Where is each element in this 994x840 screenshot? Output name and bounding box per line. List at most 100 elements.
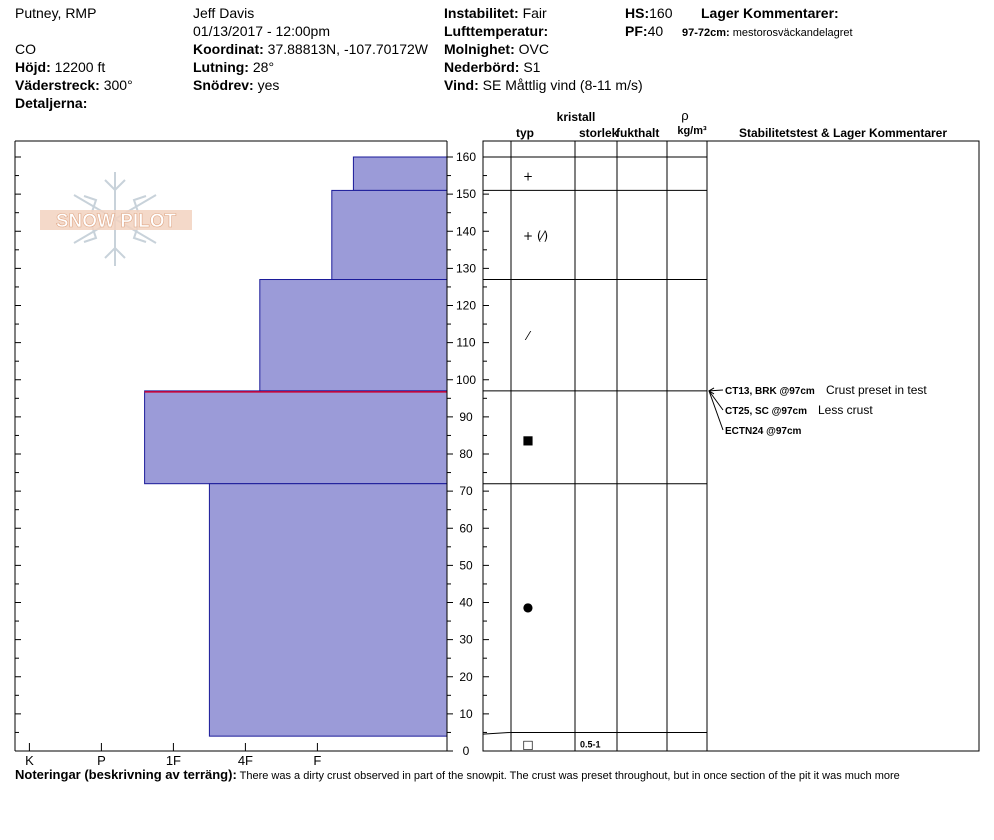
coord-label: Koordinat:	[193, 41, 264, 57]
y-tick-label-20: 20	[459, 670, 473, 684]
y-tick-label-30: 30	[459, 633, 473, 647]
sky-value: OVC	[518, 41, 549, 57]
air-temp: Lufttemperatur:	[444, 23, 548, 39]
col-moisture: fukthalt	[616, 126, 659, 140]
test-arrow-1	[708, 390, 724, 411]
hardness-layer-4	[208, 483, 448, 737]
airtemp-label: Lufttemperatur:	[444, 23, 549, 39]
hardness-layer-3	[144, 390, 448, 485]
y-tick-label-40: 40	[459, 596, 473, 610]
logo-band	[40, 210, 192, 230]
elevation-value: 12200 ft	[54, 59, 106, 75]
snowpilot-logo: SNOW PILOT	[40, 172, 192, 266]
column-headers: kristall typ storlek fukthalt ρ kg/m³ St…	[516, 108, 947, 140]
slope-value: 28°	[252, 59, 275, 75]
grain-table: + + (⁄) ⁄ ■ ● □ 0.5-1	[482, 156, 707, 752]
state: CO	[15, 41, 36, 57]
notes-label: Noteringar (beskrivning av terräng):	[15, 767, 237, 782]
coord-value: 37.88813N, -107.70172W	[267, 41, 428, 57]
grain-symbol-3: ■	[522, 433, 533, 447]
test-label-1: CT25, SC @97cm	[725, 406, 807, 417]
wind-value: SE Måttlig vind (8-11 m/s)	[482, 77, 643, 93]
sky: Molnighet: OVC	[444, 41, 549, 57]
layer-comment-range: 97-72cm:	[682, 27, 730, 39]
hs-label: HS:	[625, 5, 650, 21]
hs-value: 160	[649, 5, 673, 21]
arrow-head-icon	[708, 387, 715, 395]
connector-5	[482, 731, 512, 735]
layer-comment: 97-72cm: mestorosväckandelagret	[682, 25, 853, 41]
snow-profile-chart: SNOW PILOT 0 10 20 30 40 50 60 70 80 90 100 110 120 1…	[14, 108, 980, 765]
drift: Snödrev: yes	[193, 77, 279, 93]
grain-symbol-0: +	[523, 170, 533, 184]
test-comment-1: Less crust	[818, 403, 873, 417]
x-tick-label-F: F	[313, 753, 321, 765]
test-label-2: ECTN24 @97cm	[725, 426, 802, 437]
details: Detaljerna:	[15, 95, 87, 111]
sky-label: Molnighet:	[444, 41, 515, 57]
x-tick-label-P: P	[97, 753, 106, 765]
hardness-layer-1	[331, 189, 448, 281]
pf: PF:40	[625, 23, 663, 39]
aspect-label: Väderstreck:	[15, 77, 100, 93]
grain-size-0: 0.5-1	[580, 740, 601, 750]
test-arrow-2	[708, 390, 724, 431]
y-tick-label-130: 130	[456, 261, 476, 275]
pf-value: 40	[647, 23, 664, 39]
pf-label: PF:	[625, 23, 648, 39]
grain-symbol-4: ●	[523, 600, 533, 614]
precip: Nederbörd: S1	[444, 59, 540, 75]
wind-label: Vind:	[444, 77, 479, 93]
y-tick-label-150: 150	[456, 187, 476, 201]
col-size: storlek	[579, 126, 619, 140]
stability-tests: CT13, BRK @97cm Crust preset in test CT25,…	[708, 383, 927, 437]
precip-value: S1	[523, 59, 541, 75]
stability-label: Instabilitet:	[444, 5, 519, 21]
coordinates: Koordinat: 37.88813N, -107.70172W	[193, 41, 428, 57]
chart-frame	[14, 140, 980, 752]
slope: Lutning: 28°	[193, 59, 274, 75]
hardness-axis: IKP1F4FF	[25, 743, 321, 765]
test-arrow-0	[708, 389, 724, 392]
x-tick-label-K: K	[25, 753, 34, 765]
notes: Noteringar (beskrivning av terräng): The…	[15, 767, 994, 782]
col-stability: Stabilitetstest & Lager Kommentarer	[739, 126, 947, 140]
precip-label: Nederbörd:	[444, 59, 520, 75]
grain-symbol-1: + (⁄)	[523, 229, 548, 243]
stability: Instabilitet: Fair	[444, 5, 547, 21]
y-tick-label-90: 90	[459, 410, 473, 424]
test-label-0: CT13, BRK @97cm	[725, 386, 815, 397]
y-tick-label-100: 100	[456, 373, 476, 387]
col-density: kg/m³	[677, 125, 707, 137]
slope-label: Lutning:	[193, 59, 249, 75]
grain-symbol-5: □	[522, 738, 533, 752]
y-tick-label-140: 140	[456, 224, 476, 238]
datetime: 01/13/2017 - 12:00pm	[193, 23, 330, 39]
observer: Jeff Davis	[193, 5, 255, 21]
layer-comments-header: Lager Kommentarer:	[701, 5, 839, 21]
x-tick-label-1F: 1F	[166, 753, 181, 765]
hardness-layers	[144, 156, 448, 737]
y-tick-label-110: 110	[456, 336, 475, 350]
y-tick-label-0: 0	[463, 744, 470, 758]
layer-comment-text: mestorosväckandelagret	[732, 27, 853, 39]
y-tick-label-80: 80	[459, 447, 473, 461]
test-comment-0: Crust preset in test	[826, 383, 927, 397]
details-label: Detaljerna:	[15, 95, 88, 111]
stability-value: Fair	[522, 5, 547, 21]
hardness-layer-2	[259, 279, 448, 392]
y-tick-label-10: 10	[459, 707, 473, 721]
col-rho: ρ	[681, 108, 688, 123]
notes-text: There was a dirty crust observed in part…	[239, 770, 900, 782]
depth-axis: 0 10 20 30 40 50 60 70 80 90 100 110 120 130 140 150 160	[456, 150, 476, 758]
hardness-layer-0	[352, 156, 448, 191]
location: Putney, RMP	[15, 5, 97, 21]
grain-symbol-2: ⁄	[524, 329, 532, 343]
drift-value: yes	[257, 77, 280, 93]
logo-text: SNOW PILOT	[56, 211, 177, 232]
elevation-label: Höjd:	[15, 59, 51, 75]
table-frame	[482, 140, 980, 752]
aspect-value: 300°	[103, 77, 133, 93]
y-tick-label-120: 120	[456, 299, 476, 313]
col-crystal: kristall	[557, 110, 596, 124]
